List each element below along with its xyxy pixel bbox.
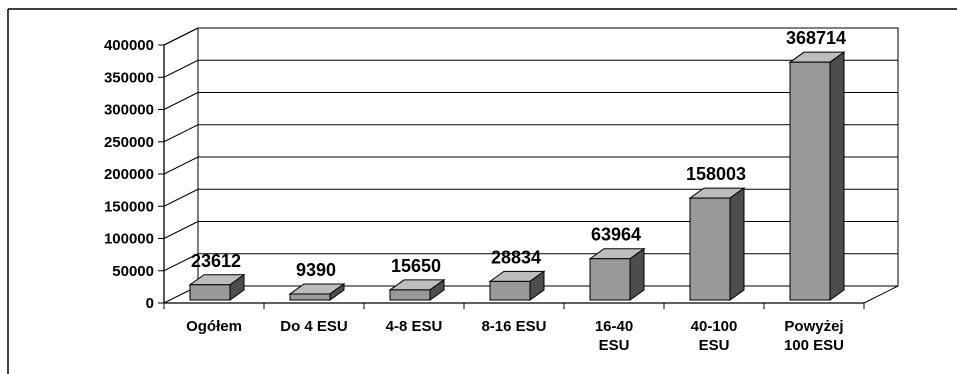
y-tick-label: 350000 bbox=[104, 69, 154, 86]
bar-front-face bbox=[289, 293, 331, 301]
y-tick-label: 50000 bbox=[112, 263, 154, 280]
gridline-side bbox=[163, 59, 199, 78]
y-tick-label: 400000 bbox=[104, 37, 154, 54]
x-tick-labels: Ogółem Do 4 ESU 4-8 ESU 8-16 ESU 16-40 ESU 40-… bbox=[186, 318, 844, 354]
floor-right-edge bbox=[863, 285, 899, 304]
data-label: 28834 bbox=[491, 247, 541, 267]
y-tick-label: 150000 bbox=[104, 198, 154, 215]
gridline-side bbox=[163, 253, 199, 272]
bars bbox=[188, 51, 846, 301]
bar-front-face bbox=[589, 258, 631, 301]
y-tick-label: 250000 bbox=[104, 134, 154, 151]
bar-side-face bbox=[829, 51, 845, 301]
y-tick-label: 300000 bbox=[104, 102, 154, 119]
gridline-side bbox=[163, 27, 199, 46]
bar bbox=[788, 51, 846, 301]
bar bbox=[488, 270, 546, 301]
data-labels: 23612 9390 15650 28834 63964 158003 368714 bbox=[191, 28, 846, 280]
bar-front-face bbox=[789, 61, 831, 301]
gridline-side bbox=[163, 92, 199, 110]
data-label: 9390 bbox=[296, 260, 336, 280]
y-tick-label: 100000 bbox=[104, 231, 154, 248]
x-tick-label: 40-100 bbox=[691, 318, 738, 335]
axes bbox=[158, 44, 865, 309]
gridline-side bbox=[163, 156, 199, 175]
x-tick-label: ESU bbox=[699, 337, 730, 354]
x-tick-label: 4-8 ESU bbox=[386, 318, 443, 335]
gridline-side bbox=[163, 221, 199, 239]
gridline-side bbox=[163, 124, 199, 143]
outer-border bbox=[7, 8, 957, 374]
x-tick-label: Do 4 ESU bbox=[280, 318, 348, 335]
data-label: 158003 bbox=[686, 164, 746, 184]
x-tick-label: Ogółem bbox=[186, 318, 242, 335]
x-tick-label: 8-16 ESU bbox=[481, 318, 546, 335]
data-label: 15650 bbox=[391, 256, 441, 276]
data-label: 368714 bbox=[786, 28, 846, 48]
x-tick-label: ESU bbox=[599, 337, 630, 354]
y-tick-labels: 0 50000 100000 150000 200000 250000 300000 3500… bbox=[104, 37, 154, 312]
bar-front-face bbox=[489, 280, 531, 301]
x-tick-label: Powyżej bbox=[784, 318, 843, 335]
y-tick-label: 0 bbox=[146, 295, 154, 312]
bar-side-face bbox=[729, 187, 745, 301]
bar bbox=[288, 282, 346, 301]
data-label: 23612 bbox=[191, 251, 241, 271]
bar-front-face bbox=[189, 284, 231, 301]
bar-front-face bbox=[389, 289, 431, 301]
gridlines bbox=[163, 27, 898, 304]
bar bbox=[388, 278, 446, 301]
y-tick-label: 200000 bbox=[104, 166, 154, 183]
bar bbox=[688, 187, 746, 301]
bar bbox=[188, 273, 246, 301]
x-tick-label: 16-40 bbox=[595, 318, 633, 335]
x-tick-label: 100 ESU bbox=[784, 337, 844, 354]
bar-front-face bbox=[689, 197, 731, 301]
bar bbox=[588, 247, 646, 301]
data-label: 63964 bbox=[591, 225, 641, 245]
gridline-side bbox=[163, 188, 199, 207]
